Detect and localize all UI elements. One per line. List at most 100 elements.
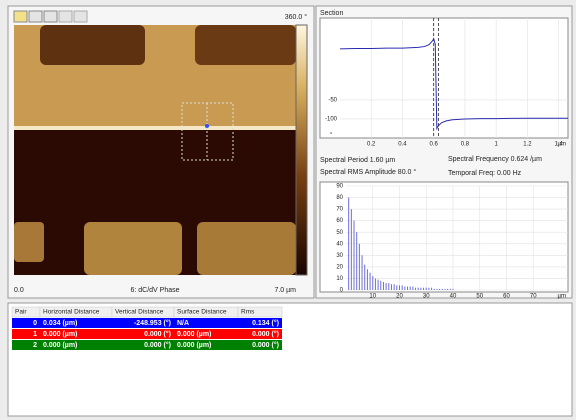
y-tick-label: -50 (328, 97, 337, 103)
y-tick-label: 50 (336, 230, 343, 236)
toolbar (13, 10, 88, 23)
spectrum-bar (361, 255, 363, 290)
spectrum-bar (425, 287, 427, 290)
x-max-label: 7.0 µm (274, 287, 296, 294)
y-tick-label: 90 (336, 184, 343, 190)
spectrum-bar (364, 264, 366, 290)
x-tick-label: 0.8 (461, 142, 470, 148)
spectrum-bar (449, 288, 451, 290)
spectral-period: Spectral Period 1.60 µm (320, 157, 395, 164)
tool-zoom-out[interactable] (73, 10, 88, 23)
spectrum-bar (428, 287, 430, 290)
pad (197, 222, 296, 275)
tool-zoom[interactable] (43, 10, 58, 23)
section-label: Section (320, 10, 343, 17)
pad (84, 222, 182, 275)
table-row (12, 318, 282, 328)
table-row (12, 329, 282, 339)
spectrum-bar (444, 288, 446, 290)
color-bar (295, 24, 308, 276)
table-cell: 2 (33, 342, 37, 349)
x-tick-label: 0.4 (398, 142, 407, 148)
measure-table (7, 302, 573, 417)
table-cell: 0.000 (°) (252, 330, 279, 338)
spectrum-bar (447, 288, 449, 290)
spectrum-bar (436, 288, 438, 290)
spectrum-bar (401, 285, 403, 290)
spectrum-bar (382, 281, 384, 290)
y-tick-label: 40 (336, 241, 343, 247)
table-cell: 0.000 (µm) (43, 342, 77, 349)
column-header: Pair (15, 309, 27, 316)
temporal-frequency: Temporal Freq: 0.00 Hz (448, 170, 522, 177)
spectrum-bar (380, 280, 382, 290)
tool-zoom-in[interactable] (58, 10, 73, 23)
x-tick-label: 60 (503, 294, 510, 300)
spectrum-plot (319, 181, 569, 293)
spectrum-bar (356, 232, 358, 290)
x-tick-label: 30 (423, 294, 430, 300)
x-tick-label: 1.2 (523, 142, 532, 148)
spectrum-bar (390, 284, 392, 290)
spectrum-bar (398, 285, 400, 290)
spectrum-bar (393, 284, 395, 290)
spectrum-bar (452, 288, 454, 290)
spectrum-bar (423, 287, 425, 290)
spectrum-bar (415, 287, 417, 290)
spectrum-bar (377, 279, 379, 290)
spectrum-bar (433, 288, 435, 290)
table-cell: 0.000 (µm) (43, 331, 77, 338)
table-cell: 0.000 (°) (144, 341, 171, 349)
spectrum-bar (348, 197, 350, 290)
header-cell (237, 306, 283, 318)
table-cell: 0.134 (°) (252, 319, 279, 327)
tool-pencil[interactable] (13, 10, 28, 23)
y-tick-label: 80 (336, 195, 343, 201)
spectrum-bar (385, 283, 387, 290)
table-cell: 1 (33, 331, 37, 338)
channel-label: 6: dC/dV Phase (130, 287, 179, 294)
spectral-frequency: Spectral Frequency 0.624 /µm (448, 156, 542, 163)
x-tick-label: 50 (476, 294, 483, 300)
spectrum-bar (372, 276, 374, 290)
spectrum-bar (369, 272, 371, 290)
spectrum-bar (358, 243, 360, 290)
y-tick-label: 20 (336, 264, 343, 270)
x-tick-label: 0.2 (367, 142, 376, 148)
table-body: Pair Horizontal Distance Vertical Distance… (11, 306, 283, 350)
y-tick-label: 70 (336, 207, 343, 213)
table-cell: 0 (33, 320, 37, 327)
spectrum-bar (374, 278, 376, 290)
y-tick-label: 60 (336, 218, 343, 224)
x-tick-label: 70 (530, 294, 537, 300)
spectrum-bar (409, 286, 411, 290)
table-cell: 0.000 (µm) (177, 331, 211, 338)
x-min-label: 0.0 (14, 287, 24, 294)
y-tick-label: 30 (336, 253, 343, 259)
column-header: Horizontal Distance (43, 309, 100, 316)
pad (14, 222, 44, 262)
color-bar-max: 360.0 ° (285, 13, 307, 21)
spectrum-bar (420, 287, 422, 290)
table-cell: -248.953 (°) (134, 319, 171, 327)
y-tick-label: -100 (325, 117, 338, 123)
spectrum-bar (350, 209, 352, 290)
spectrum-bar (417, 287, 419, 290)
cursor-point[interactable] (205, 124, 209, 128)
spectrum-bar (441, 288, 443, 290)
x-unit: µm (558, 142, 566, 148)
table-cell: 0.000 (µm) (177, 342, 211, 349)
y-tick-label: 10 (336, 276, 343, 282)
spectrum-bar (366, 269, 368, 290)
x-tick-label: 40 (450, 294, 457, 300)
dark-band (14, 128, 296, 224)
pad (195, 25, 296, 65)
section-plot (319, 17, 569, 139)
spectrum-bar (353, 220, 355, 290)
x-tick-label: 20 (396, 294, 403, 300)
section-profile (339, 37, 568, 131)
afm-image (14, 25, 296, 275)
table-cell: N/A (177, 320, 189, 327)
tool-hand[interactable] (28, 10, 43, 23)
